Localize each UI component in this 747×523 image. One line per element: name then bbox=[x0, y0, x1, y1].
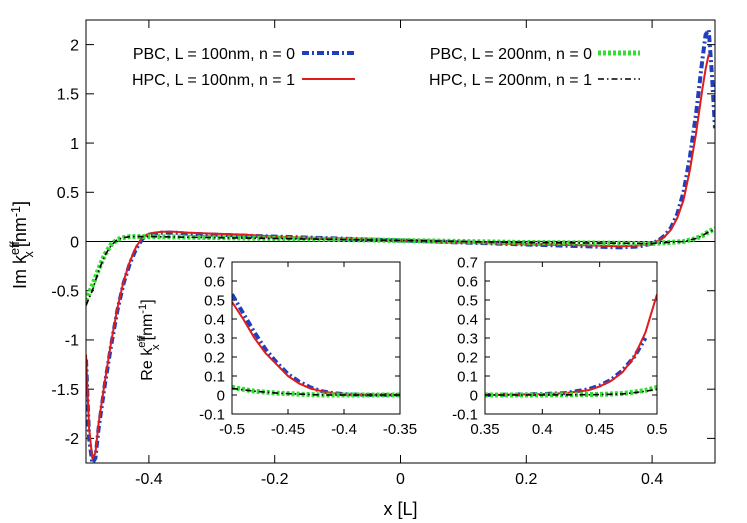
x-tick-label: -0.35 bbox=[383, 421, 417, 438]
y-tick-label: 0.4 bbox=[204, 311, 225, 328]
y-tick-label: 0 bbox=[70, 234, 79, 251]
y-axis-label-part: Im k bbox=[10, 254, 30, 289]
plot-frame bbox=[231, 261, 401, 415]
inset-y-axis-label-part: -1 bbox=[137, 304, 149, 314]
series-line-4 bbox=[485, 388, 657, 396]
y-tick-label: -0.1 bbox=[452, 406, 478, 423]
legend: PBC, L = 100nm, n = 0 HPC, L = 100nm, n =… bbox=[132, 46, 640, 89]
series-line-1 bbox=[232, 293, 400, 397]
x-tick-label: 0.45 bbox=[585, 421, 614, 438]
y-tick-label: 0.3 bbox=[457, 330, 478, 347]
y-tick-label: 0.1 bbox=[204, 368, 225, 385]
series-group bbox=[485, 294, 657, 398]
legend-label-1: PBC, L = 100nm, n = 0 bbox=[133, 46, 295, 63]
y-tick-label: 0.6 bbox=[457, 273, 478, 290]
y-tick-label: 0.6 bbox=[204, 273, 225, 290]
inset-y-axis-label-part: Re k bbox=[139, 347, 156, 381]
y-tick-label: 1.5 bbox=[57, 87, 79, 104]
y-axis-label-part: [nm bbox=[10, 217, 30, 247]
y-tick-label: 0.5 bbox=[204, 292, 225, 309]
y-tick-label: 0.5 bbox=[457, 292, 478, 309]
y-tick-label: 0.1 bbox=[457, 368, 478, 385]
y-axis-label-part: x bbox=[22, 250, 36, 257]
y-tick-label: 0 bbox=[470, 387, 478, 404]
y-tick-label: 0.5 bbox=[57, 185, 79, 202]
legend-label-3: PBC, L = 200nm, n = 0 bbox=[430, 46, 592, 63]
x-tick-label: 0.4 bbox=[532, 421, 553, 438]
plot-background bbox=[485, 262, 657, 414]
inset-left-plot: -0.5 -0.45 -0.4 -0.35 -0.1 0 0.1 0.2 0.3 0.4 0.5 0.… bbox=[136, 254, 417, 438]
y-tick-label: -1.5 bbox=[51, 382, 79, 399]
y-tick-label: 0.7 bbox=[204, 254, 225, 271]
y-tick-label: -2 bbox=[65, 431, 79, 448]
legend-label-2: HPC, L = 100nm, n = 1 bbox=[132, 72, 295, 89]
x-tick-label: 0.35 bbox=[470, 421, 499, 438]
inset-y-axis-label-part: x bbox=[150, 344, 162, 350]
x-tick-label: 0.2 bbox=[515, 471, 537, 488]
inset-y-axis-label: Re keff x [nm-1] bbox=[136, 299, 162, 380]
inset-y-axis-label-part: [nm bbox=[139, 314, 156, 341]
inset-right-plot: 0.35 0.4 0.45 0.5 -0.1 0 0.1 0.2 0.3 0.4 0.5 0.6 0.7 bbox=[452, 254, 667, 438]
x-tick-label: -0.2 bbox=[261, 471, 289, 488]
y-tick-label: 2 bbox=[70, 37, 79, 54]
y-tick-label: 0.7 bbox=[457, 254, 478, 271]
inset-y-axis-label-part: eff bbox=[136, 335, 148, 348]
x-tick-label: 0.5 bbox=[647, 421, 668, 438]
y-tick-label: 0.2 bbox=[457, 349, 478, 366]
legend-label-4: HPC, L = 200nm, n = 1 bbox=[429, 72, 592, 89]
y-tick-label: 1 bbox=[70, 136, 79, 153]
x-tick-label: 0.4 bbox=[641, 471, 663, 488]
x-axis-label: x [L] bbox=[383, 499, 417, 519]
y-tick-label: 0.4 bbox=[457, 311, 478, 328]
series-line-4 bbox=[232, 387, 400, 396]
series-line-4 bbox=[86, 228, 715, 306]
y-tick-label: -0.5 bbox=[51, 283, 79, 300]
x-tick-label: -0.4 bbox=[135, 471, 163, 488]
series-line-2 bbox=[485, 294, 657, 396]
plot-frame bbox=[484, 261, 658, 415]
y-axis-label: Im keffx [nm-1] bbox=[8, 201, 36, 289]
inset-y-axis-label-part: ] bbox=[139, 299, 156, 303]
x-tick-label: -0.5 bbox=[219, 421, 245, 438]
x-tick-label: 0 bbox=[396, 471, 405, 488]
y-tick-label: 0.3 bbox=[204, 330, 225, 347]
plot-frame bbox=[85, 19, 716, 464]
y-tick-label: -1 bbox=[65, 333, 79, 350]
y-tick-label: 0.2 bbox=[204, 349, 225, 366]
y-axis-label-part: -1 bbox=[9, 206, 23, 217]
series-group bbox=[86, 27, 715, 463]
y-axis-label-part: eff bbox=[8, 241, 22, 255]
x-tick-label: -0.45 bbox=[271, 421, 305, 438]
series-group bbox=[232, 293, 400, 398]
main-plot: -0.4 -0.2 0 0.2 0.4 -2 -1.5 -1 -0.5 0 0.5 1 1.5 2 x [L… bbox=[8, 19, 716, 519]
y-tick-label: 0 bbox=[217, 387, 225, 404]
y-tick-label: -0.1 bbox=[199, 406, 225, 423]
x-tick-label: -0.4 bbox=[331, 421, 357, 438]
y-axis-label-part: ] bbox=[10, 201, 30, 206]
